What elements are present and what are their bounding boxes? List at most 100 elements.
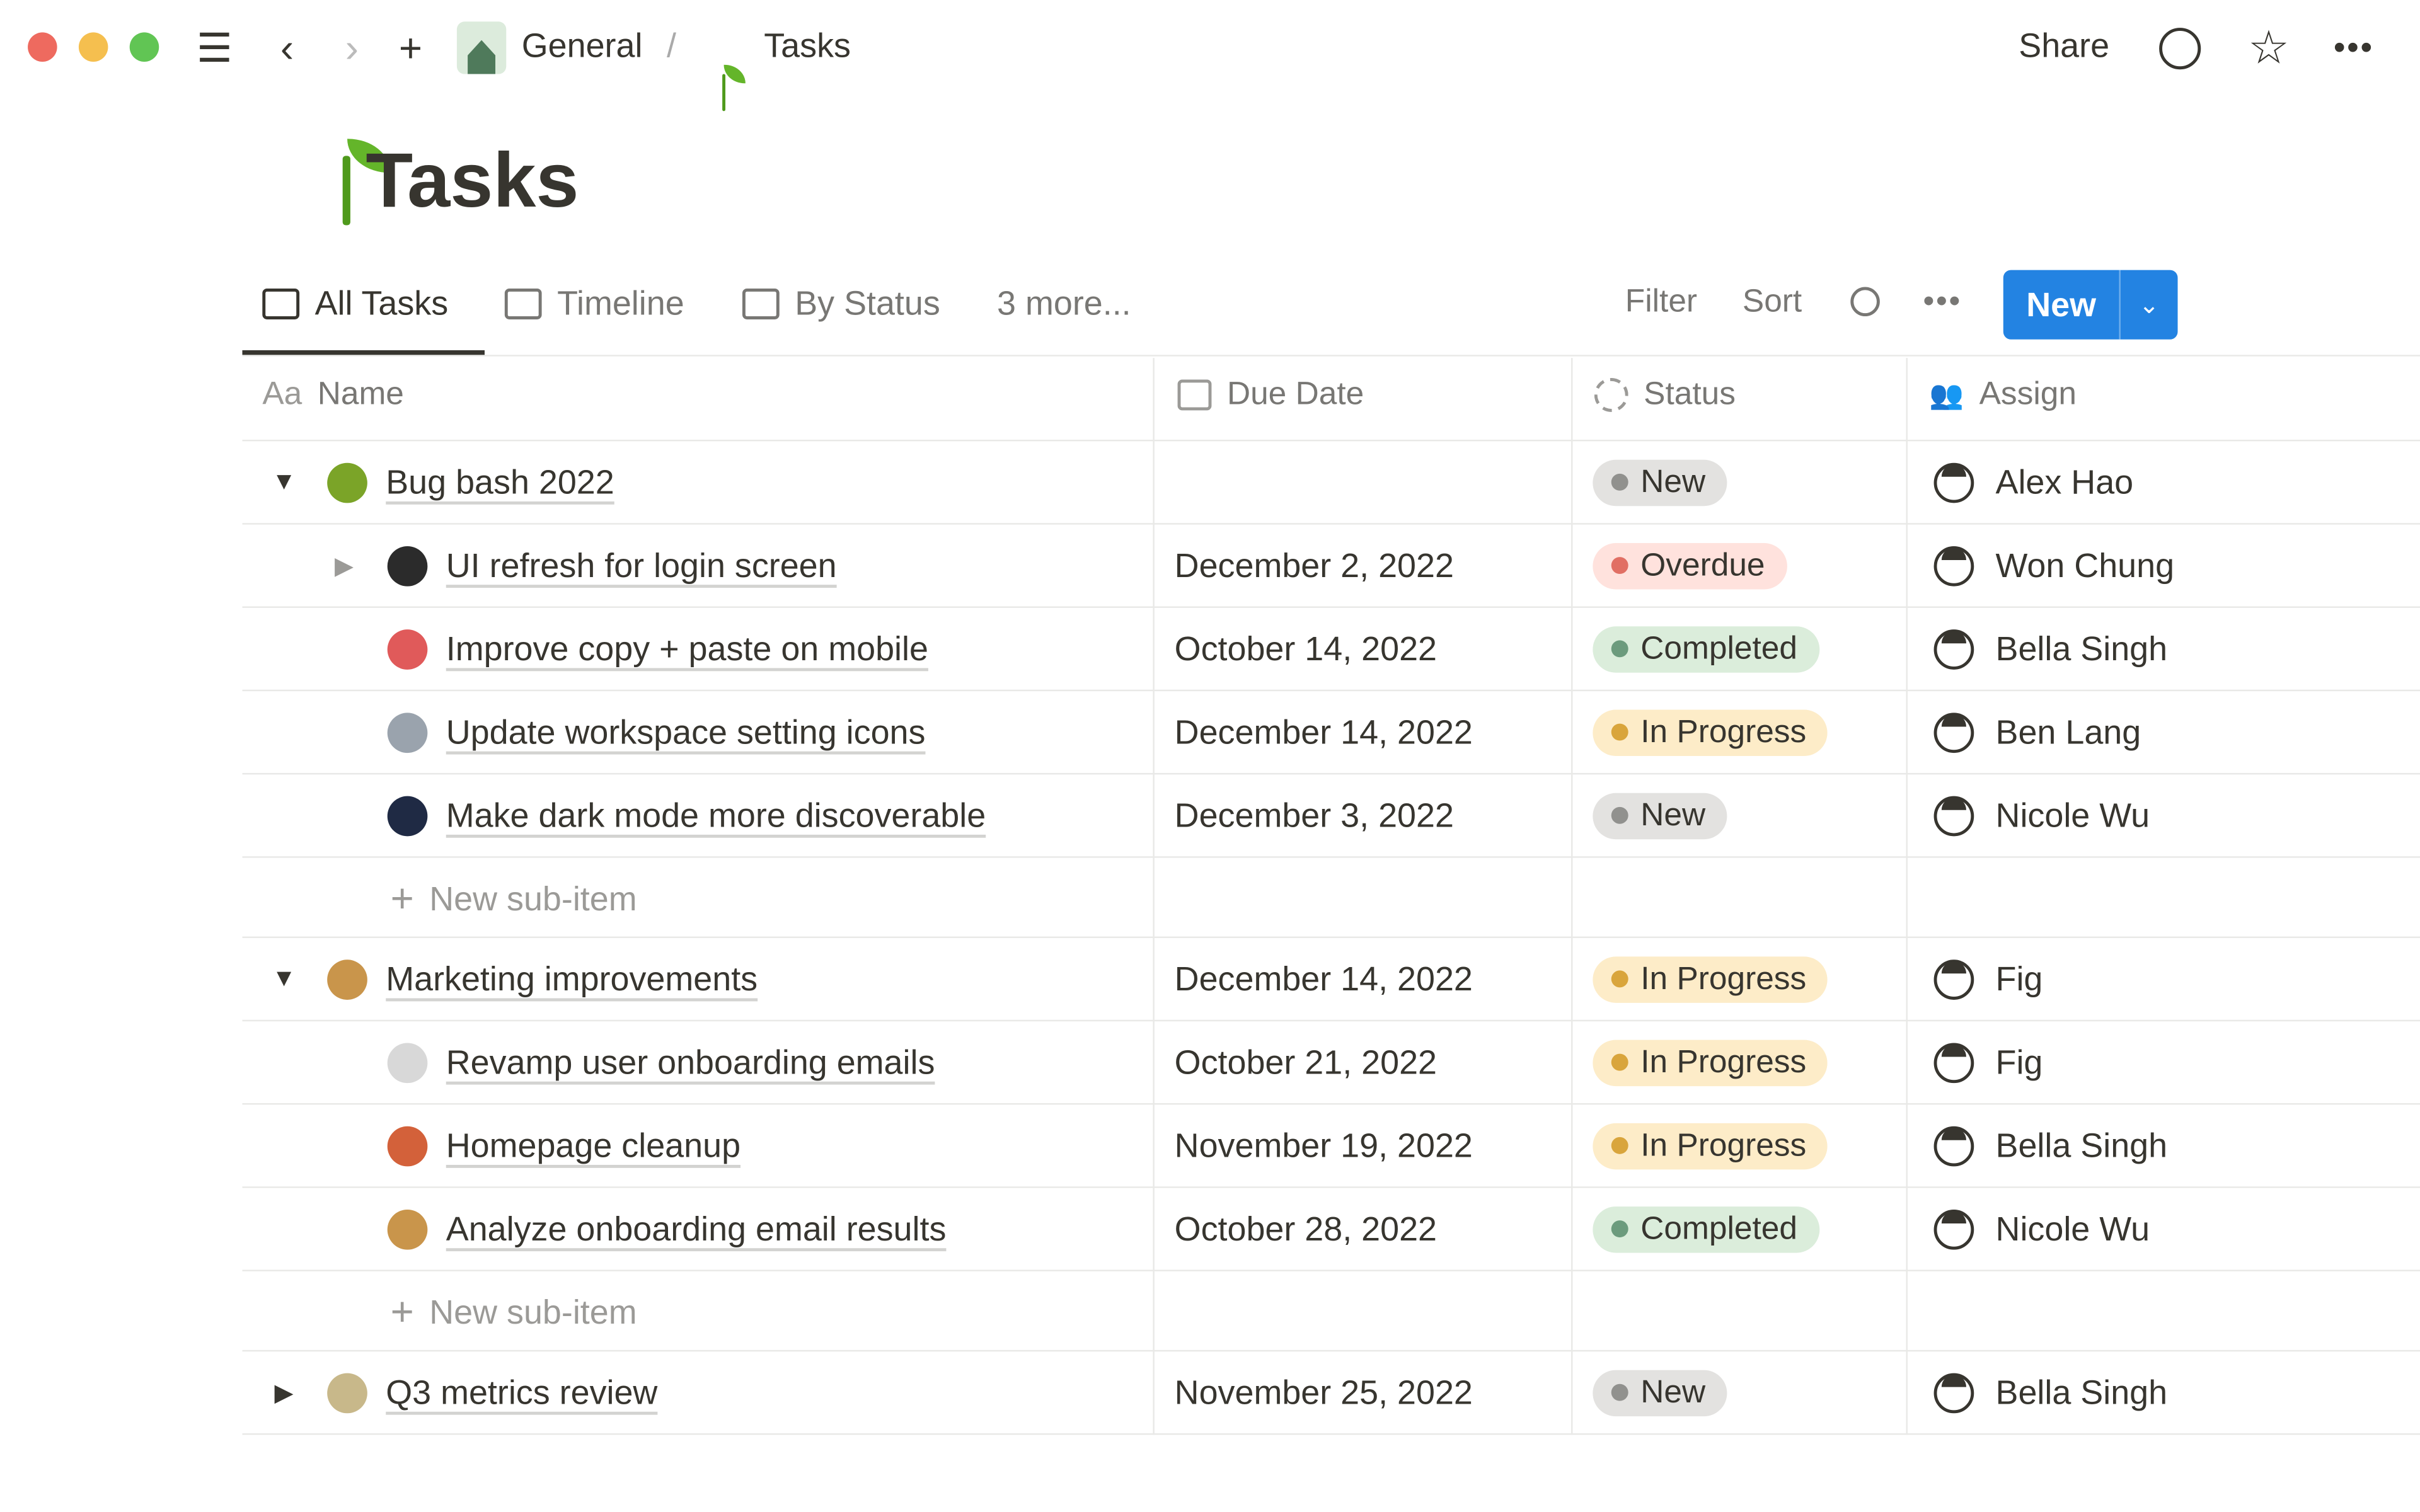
- search-icon[interactable]: [1850, 287, 1880, 317]
- assign-cell[interactable]: Alex Hao: [1933, 441, 2133, 523]
- table-row[interactable]: Update workspace setting icons December …: [242, 691, 2420, 775]
- window-minimize-button[interactable]: [78, 32, 108, 62]
- assign-cell[interactable]: Bella Singh: [1933, 608, 2167, 690]
- assignee-name: Nicole Wu: [1995, 795, 2150, 834]
- caret-right-icon[interactable]: ▶: [274, 1380, 294, 1407]
- more-options-icon[interactable]: •••: [2333, 28, 2374, 67]
- status-cell[interactable]: New: [1593, 1351, 1727, 1433]
- sidebar-menu-icon[interactable]: ☰: [196, 23, 233, 71]
- assignee-name: Ben Lang: [1995, 712, 2141, 751]
- avatar: [1933, 959, 1974, 999]
- caret-right-icon[interactable]: ▶: [335, 553, 354, 580]
- filter-button[interactable]: Filter: [1625, 284, 1698, 319]
- task-name-link[interactable]: Bug bash 2022: [386, 462, 614, 501]
- due-date-cell[interactable]: October 28, 2022: [1174, 1208, 1438, 1248]
- task-name-link[interactable]: Homepage cleanup: [446, 1125, 741, 1164]
- new-sub-item-button[interactable]: + New sub-item: [391, 858, 637, 940]
- assign-cell[interactable]: Won Chung: [1933, 525, 2175, 607]
- history-clock-icon[interactable]: [2159, 28, 2201, 70]
- assign-cell[interactable]: Nicole Wu: [1933, 774, 2150, 856]
- assign-cell[interactable]: Fig: [1933, 938, 2043, 1020]
- task-name-link[interactable]: Analyze onboarding email results: [446, 1208, 947, 1248]
- assign-cell[interactable]: Bella Singh: [1933, 1351, 2167, 1433]
- new-sub-item-row[interactable]: + New sub-item: [242, 858, 2420, 938]
- table-row[interactable]: Homepage cleanup November 19, 2022 In Pr…: [242, 1104, 2420, 1188]
- caret-down-icon[interactable]: ▼: [272, 965, 297, 992]
- status-cell[interactable]: In Progress: [1593, 691, 1828, 773]
- column-header-assign[interactable]: 👥 Assign: [1929, 377, 2077, 414]
- column-header-due-date[interactable]: Due Date: [1177, 377, 1364, 414]
- table-row[interactable]: ▶ Q3 metrics review November 25, 2022 New…: [242, 1351, 2420, 1435]
- assign-cell[interactable]: Fig: [1933, 1021, 2043, 1103]
- due-date-cell[interactable]: December 3, 2022: [1174, 795, 1454, 834]
- column-header-name[interactable]: Aa Name: [262, 377, 404, 414]
- due-date-cell[interactable]: December 2, 2022: [1174, 545, 1454, 584]
- task-name-link[interactable]: Improve copy + paste on mobile: [446, 628, 928, 668]
- due-date-cell[interactable]: November 25, 2022: [1174, 1372, 1473, 1411]
- forward-arrow-icon[interactable]: ›: [345, 23, 359, 71]
- back-arrow-icon[interactable]: ‹: [280, 23, 294, 71]
- avatar: [1933, 1042, 1974, 1082]
- share-button[interactable]: Share: [2019, 26, 2110, 65]
- task-name-link[interactable]: Make dark mode more discoverable: [446, 795, 986, 834]
- table-row[interactable]: ▶ UI refresh for login screen December 2,…: [242, 525, 2420, 608]
- name-cell: Analyze onboarding email results: [329, 1188, 947, 1270]
- status-badge: Completed: [1593, 1205, 1819, 1252]
- tab-timeline[interactable]: Timeline: [504, 284, 684, 324]
- assign-cell[interactable]: Bella Singh: [1933, 1104, 2168, 1186]
- due-date-cell[interactable]: December 14, 2022: [1174, 959, 1473, 998]
- status-cell[interactable]: In Progress: [1593, 1104, 1828, 1186]
- add-page-icon[interactable]: +: [398, 23, 423, 71]
- breadcrumb-general[interactable]: General: [521, 26, 643, 65]
- more-views-button[interactable]: 3 more...: [997, 284, 1131, 323]
- caret-down-icon[interactable]: ▼: [272, 468, 297, 495]
- status-label: In Progress: [1640, 713, 1807, 749]
- table-row[interactable]: ▼ Marketing improvements December 14, 202…: [242, 938, 2420, 1022]
- tab-all-tasks[interactable]: All Tasks: [262, 284, 448, 324]
- status-label: New: [1640, 796, 1706, 833]
- assignee-name: Won Chung: [1995, 545, 2175, 584]
- status-cell[interactable]: New: [1593, 441, 1727, 523]
- assignee-name: Bella Singh: [1995, 1125, 2168, 1164]
- column-header-status[interactable]: Status: [1594, 377, 1736, 414]
- new-button[interactable]: New: [2003, 270, 2121, 340]
- assign-cell[interactable]: Nicole Wu: [1933, 1188, 2150, 1270]
- window-maximize-button[interactable]: [129, 32, 159, 62]
- due-date-cell[interactable]: November 19, 2022: [1174, 1125, 1473, 1164]
- status-cell[interactable]: New: [1593, 774, 1727, 856]
- due-date-cell[interactable]: October 14, 2022: [1174, 628, 1438, 668]
- calendar-icon: [1177, 379, 1212, 411]
- status-cell[interactable]: In Progress: [1593, 1021, 1828, 1103]
- task-name-link[interactable]: Update workspace setting icons: [446, 712, 926, 751]
- chevron-down-icon[interactable]: ⌄: [2138, 292, 2160, 319]
- table-row[interactable]: Improve copy + paste on mobile October 1…: [242, 608, 2420, 692]
- task-name-link[interactable]: Q3 metrics review: [386, 1372, 658, 1411]
- view-options-icon[interactable]: •••: [1923, 284, 1962, 319]
- sort-button[interactable]: Sort: [1742, 284, 1802, 319]
- table-row[interactable]: Make dark mode more discoverable Decembe…: [242, 774, 2420, 858]
- name-cell: Improve copy + paste on mobile: [329, 608, 928, 690]
- table-row[interactable]: Analyze onboarding email results October…: [242, 1188, 2420, 1271]
- page-seedling-icon: [300, 139, 396, 226]
- status-cell[interactable]: Overdue: [1593, 525, 1787, 607]
- status-cell[interactable]: Completed: [1593, 1188, 1819, 1270]
- task-name-link[interactable]: UI refresh for login screen: [446, 545, 837, 584]
- new-sub-item-button[interactable]: + New sub-item: [391, 1271, 637, 1353]
- status-cell[interactable]: In Progress: [1593, 938, 1828, 1020]
- breadcrumb-tasks[interactable]: Tasks: [764, 26, 851, 65]
- avatar: [1933, 712, 1974, 752]
- task-name-link[interactable]: Marketing improvements: [386, 959, 758, 998]
- status-cell[interactable]: Completed: [1593, 608, 1819, 690]
- table-row[interactable]: Revamp user onboarding emails October 21…: [242, 1021, 2420, 1105]
- table-row[interactable]: ▼ Bug bash 2022 New Alex Hao: [242, 441, 2420, 525]
- task-name-link[interactable]: Revamp user onboarding emails: [446, 1042, 935, 1081]
- assign-cell[interactable]: Ben Lang: [1933, 691, 2141, 773]
- status-dot-icon: [1611, 1383, 1628, 1401]
- due-date-cell[interactable]: December 14, 2022: [1174, 712, 1473, 751]
- tab-by-status[interactable]: By Status: [742, 284, 940, 324]
- due-date-cell[interactable]: October 21, 2022: [1174, 1042, 1438, 1081]
- status-dot-icon: [1611, 723, 1628, 741]
- star-icon[interactable]: ☆: [2248, 22, 2290, 74]
- window-close-button[interactable]: [28, 32, 57, 62]
- new-sub-item-row[interactable]: + New sub-item: [242, 1271, 2420, 1353]
